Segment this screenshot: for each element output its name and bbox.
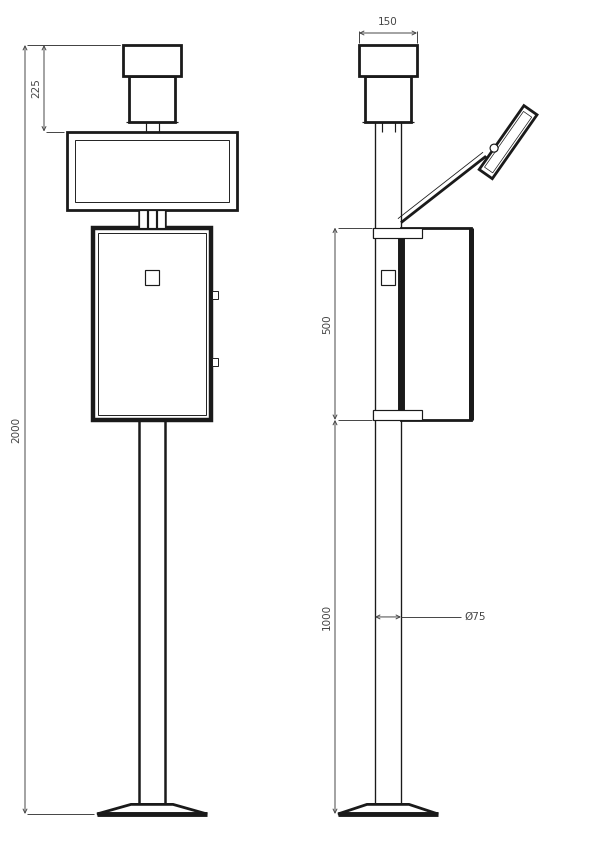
Bar (129, 76, 175, 122)
Bar (139, 210, 147, 227)
Polygon shape (479, 105, 537, 179)
Bar (93, 227, 211, 420)
Bar (67, 131, 237, 210)
Bar (373, 227, 422, 238)
Polygon shape (338, 804, 438, 814)
Circle shape (490, 144, 498, 152)
Bar (123, 45, 181, 76)
Bar (148, 210, 156, 227)
Bar (212, 291, 218, 299)
Text: 150: 150 (378, 17, 398, 27)
Text: 2000: 2000 (11, 416, 21, 442)
Bar (145, 270, 159, 285)
Bar (75, 139, 229, 202)
Text: 225: 225 (31, 79, 41, 98)
Bar (401, 227, 471, 420)
Bar (365, 76, 411, 122)
Bar (157, 210, 165, 227)
Bar (212, 359, 218, 366)
Bar (381, 270, 395, 285)
Polygon shape (485, 111, 532, 173)
Text: Ø75: Ø75 (464, 612, 485, 622)
Bar (375, 76, 401, 804)
Bar (98, 232, 206, 415)
Bar (373, 410, 422, 420)
Polygon shape (97, 804, 207, 814)
Bar (138, 210, 166, 227)
Text: 500: 500 (322, 314, 332, 334)
Bar (359, 45, 417, 76)
Text: 1000: 1000 (322, 604, 332, 630)
